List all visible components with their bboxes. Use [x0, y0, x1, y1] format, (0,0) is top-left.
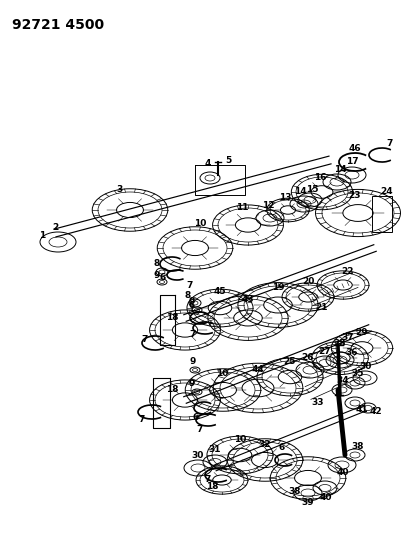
- Text: 7: 7: [138, 416, 145, 424]
- Text: 41: 41: [355, 406, 367, 415]
- Text: 7: 7: [142, 335, 148, 344]
- Text: 6: 6: [192, 414, 198, 423]
- Text: 26: 26: [301, 353, 314, 362]
- Text: 10: 10: [233, 435, 245, 445]
- Text: 8: 8: [154, 259, 160, 268]
- Text: 29: 29: [355, 328, 367, 337]
- Text: 5: 5: [224, 156, 231, 165]
- Text: 24: 24: [380, 188, 392, 197]
- Text: 6: 6: [188, 302, 194, 311]
- Text: 42: 42: [369, 408, 381, 416]
- Text: 7: 7: [204, 475, 211, 484]
- Text: 31: 31: [208, 446, 221, 455]
- Text: 13: 13: [278, 193, 291, 203]
- Text: 43: 43: [241, 295, 254, 304]
- Text: 19: 19: [271, 282, 284, 292]
- Text: 18: 18: [205, 482, 218, 491]
- Text: 27: 27: [318, 348, 330, 357]
- Text: 25: 25: [283, 358, 296, 367]
- Text: 7: 7: [386, 139, 392, 148]
- Text: 36: 36: [345, 349, 357, 358]
- Text: 38: 38: [288, 488, 300, 497]
- Text: 15: 15: [305, 184, 318, 193]
- Text: 6: 6: [278, 443, 284, 453]
- Text: 40: 40: [336, 469, 348, 478]
- Text: 21: 21: [315, 303, 328, 311]
- Text: 30: 30: [191, 451, 204, 461]
- Text: 9: 9: [188, 297, 195, 306]
- Text: 20: 20: [301, 278, 314, 287]
- Text: 38: 38: [351, 442, 363, 451]
- Text: 1: 1: [39, 230, 45, 239]
- Text: 30: 30: [359, 362, 371, 372]
- Text: 35: 35: [351, 369, 363, 378]
- Text: 28: 28: [333, 340, 345, 349]
- Text: 7: 7: [186, 280, 193, 289]
- Text: 45: 45: [213, 287, 226, 296]
- Text: 17: 17: [345, 157, 357, 166]
- Text: 33: 33: [311, 399, 324, 408]
- Text: 22: 22: [341, 268, 353, 277]
- Text: 46: 46: [348, 143, 360, 152]
- Text: 40: 40: [319, 494, 331, 503]
- Text: 14: 14: [293, 188, 306, 197]
- Text: 23: 23: [348, 190, 360, 199]
- Text: 4: 4: [204, 158, 211, 167]
- Text: 12: 12: [261, 201, 273, 211]
- Text: 44: 44: [251, 366, 264, 375]
- Text: 8: 8: [184, 292, 190, 301]
- Text: 32: 32: [258, 440, 271, 449]
- Text: 7: 7: [189, 330, 196, 340]
- Text: 11: 11: [235, 203, 248, 212]
- Text: 16: 16: [313, 174, 326, 182]
- Text: 10: 10: [215, 369, 228, 378]
- Text: 7: 7: [196, 425, 203, 434]
- Text: 34: 34: [336, 376, 348, 385]
- Text: 3: 3: [117, 185, 123, 195]
- Text: 92721 4500: 92721 4500: [12, 18, 104, 32]
- Text: 6: 6: [160, 273, 166, 282]
- Text: 9: 9: [188, 379, 195, 389]
- Text: 10: 10: [193, 220, 206, 229]
- Text: 37: 37: [341, 334, 353, 343]
- Text: 9: 9: [189, 358, 196, 367]
- Text: 2: 2: [52, 223, 58, 232]
- Text: 14: 14: [333, 166, 345, 174]
- Text: 9: 9: [154, 271, 160, 280]
- Text: 39: 39: [301, 498, 314, 507]
- Text: 18: 18: [165, 313, 178, 322]
- Text: 18: 18: [165, 385, 178, 394]
